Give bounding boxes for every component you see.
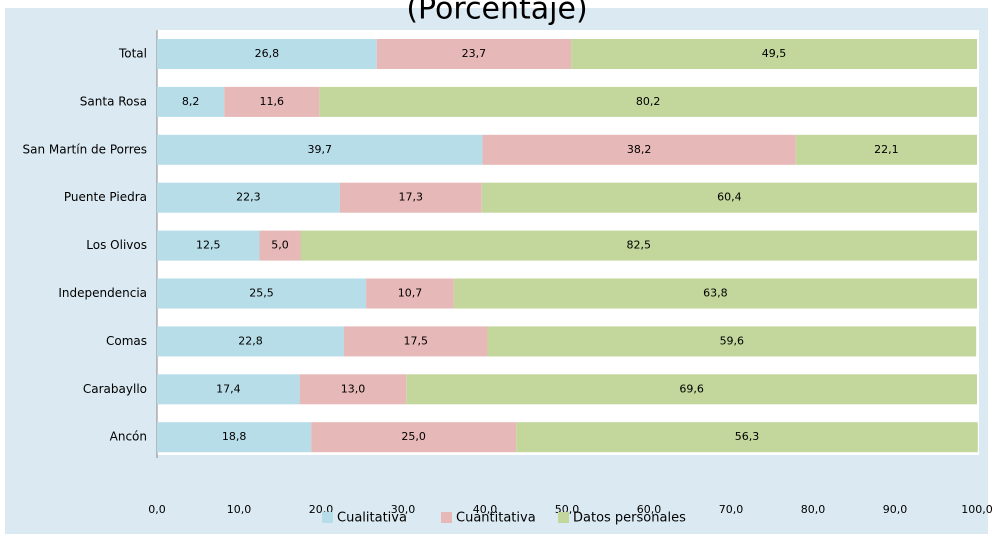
bar-segment xyxy=(157,39,377,69)
value-label: 10,7 xyxy=(398,287,423,300)
bar-segment xyxy=(453,278,978,309)
legend-swatch xyxy=(322,512,333,523)
bar-segment xyxy=(795,134,977,165)
x-tick-label: 90,0 xyxy=(883,503,908,516)
value-label: 49,5 xyxy=(762,47,787,60)
x-tick-label: 70,0 xyxy=(719,503,744,516)
value-label: 11,6 xyxy=(260,95,285,108)
y-tick-label: Total xyxy=(118,47,147,61)
bar-segment xyxy=(157,134,483,165)
value-label: 8,2 xyxy=(182,95,200,108)
value-label: 17,3 xyxy=(399,191,424,204)
bar-segment xyxy=(259,230,301,261)
value-label: 63,8 xyxy=(703,287,728,300)
chart-title: (Porcentaje) xyxy=(406,0,587,27)
value-label: 60,4 xyxy=(717,191,742,204)
value-label: 23,7 xyxy=(462,47,487,60)
bar-segment xyxy=(157,86,225,117)
bar-segment xyxy=(157,326,344,357)
x-tick-label: 100,0 xyxy=(961,503,993,516)
y-tick-label: Santa Rosa xyxy=(80,94,147,108)
bar-segment xyxy=(366,278,454,309)
bar-segment xyxy=(157,278,367,309)
bar-segment xyxy=(224,86,320,117)
value-label: 22,8 xyxy=(238,334,263,347)
value-label: 25,0 xyxy=(401,430,426,443)
value-label: 26,8 xyxy=(255,47,280,60)
bar-segment xyxy=(311,422,517,453)
legend-label: Datos personales xyxy=(573,511,686,526)
bar-segment xyxy=(482,134,796,165)
bar-segment xyxy=(157,182,340,213)
x-tick-label: 0,0 xyxy=(148,503,166,516)
y-tick-label: Ancón xyxy=(110,430,147,444)
x-tick-label: 60,0 xyxy=(637,503,662,516)
value-label: 59,6 xyxy=(720,334,745,347)
x-tick-label: 40,0 xyxy=(473,503,498,516)
y-tick-label: Los Olivos xyxy=(86,238,147,252)
bar-segment xyxy=(319,86,977,117)
bar-segment xyxy=(516,422,978,453)
value-label: 17,4 xyxy=(216,382,241,395)
value-label: 80,2 xyxy=(636,95,661,108)
value-label: 5,0 xyxy=(271,239,289,252)
y-tick-label: San Martín de Porres xyxy=(23,142,147,156)
y-tick-label: Puente Piedra xyxy=(64,190,147,204)
bar-segment xyxy=(481,182,977,213)
value-label: 82,5 xyxy=(627,239,652,252)
bar-segment xyxy=(343,326,488,357)
value-label: 18,8 xyxy=(222,430,247,443)
y-tick-label: Comas xyxy=(106,334,147,348)
value-label: 12,5 xyxy=(196,239,221,252)
x-tick-label: 30,0 xyxy=(391,503,416,516)
y-tick-label: Carabayllo xyxy=(83,382,147,396)
value-label: 25,5 xyxy=(249,287,274,300)
bar-segment xyxy=(376,39,572,69)
y-tick-label: Independencia xyxy=(58,286,147,300)
bar-segment xyxy=(299,374,407,405)
legend-swatch xyxy=(558,512,569,523)
x-tick-label: 80,0 xyxy=(801,503,826,516)
value-label: 17,5 xyxy=(403,334,428,347)
legend-label: Cualitativa xyxy=(337,511,407,526)
value-label: 38,2 xyxy=(627,143,652,156)
bar-segment xyxy=(157,422,312,453)
bar-segment xyxy=(571,39,977,69)
bar-segment xyxy=(487,326,977,357)
legend-label: Cuantitativa xyxy=(456,511,536,526)
bar-segment xyxy=(157,374,300,405)
value-label: 69,6 xyxy=(679,382,704,395)
x-tick-label: 10,0 xyxy=(227,503,252,516)
value-label: 56,3 xyxy=(735,430,760,443)
bar-segment xyxy=(406,374,977,405)
value-label: 22,3 xyxy=(236,191,261,204)
value-label: 39,7 xyxy=(308,143,333,156)
legend-swatch xyxy=(441,512,452,523)
value-label: 13,0 xyxy=(341,382,366,395)
bar-segment xyxy=(157,230,260,261)
bar-segment xyxy=(300,230,977,261)
value-label: 22,1 xyxy=(874,143,899,156)
bar-segment xyxy=(339,182,482,213)
